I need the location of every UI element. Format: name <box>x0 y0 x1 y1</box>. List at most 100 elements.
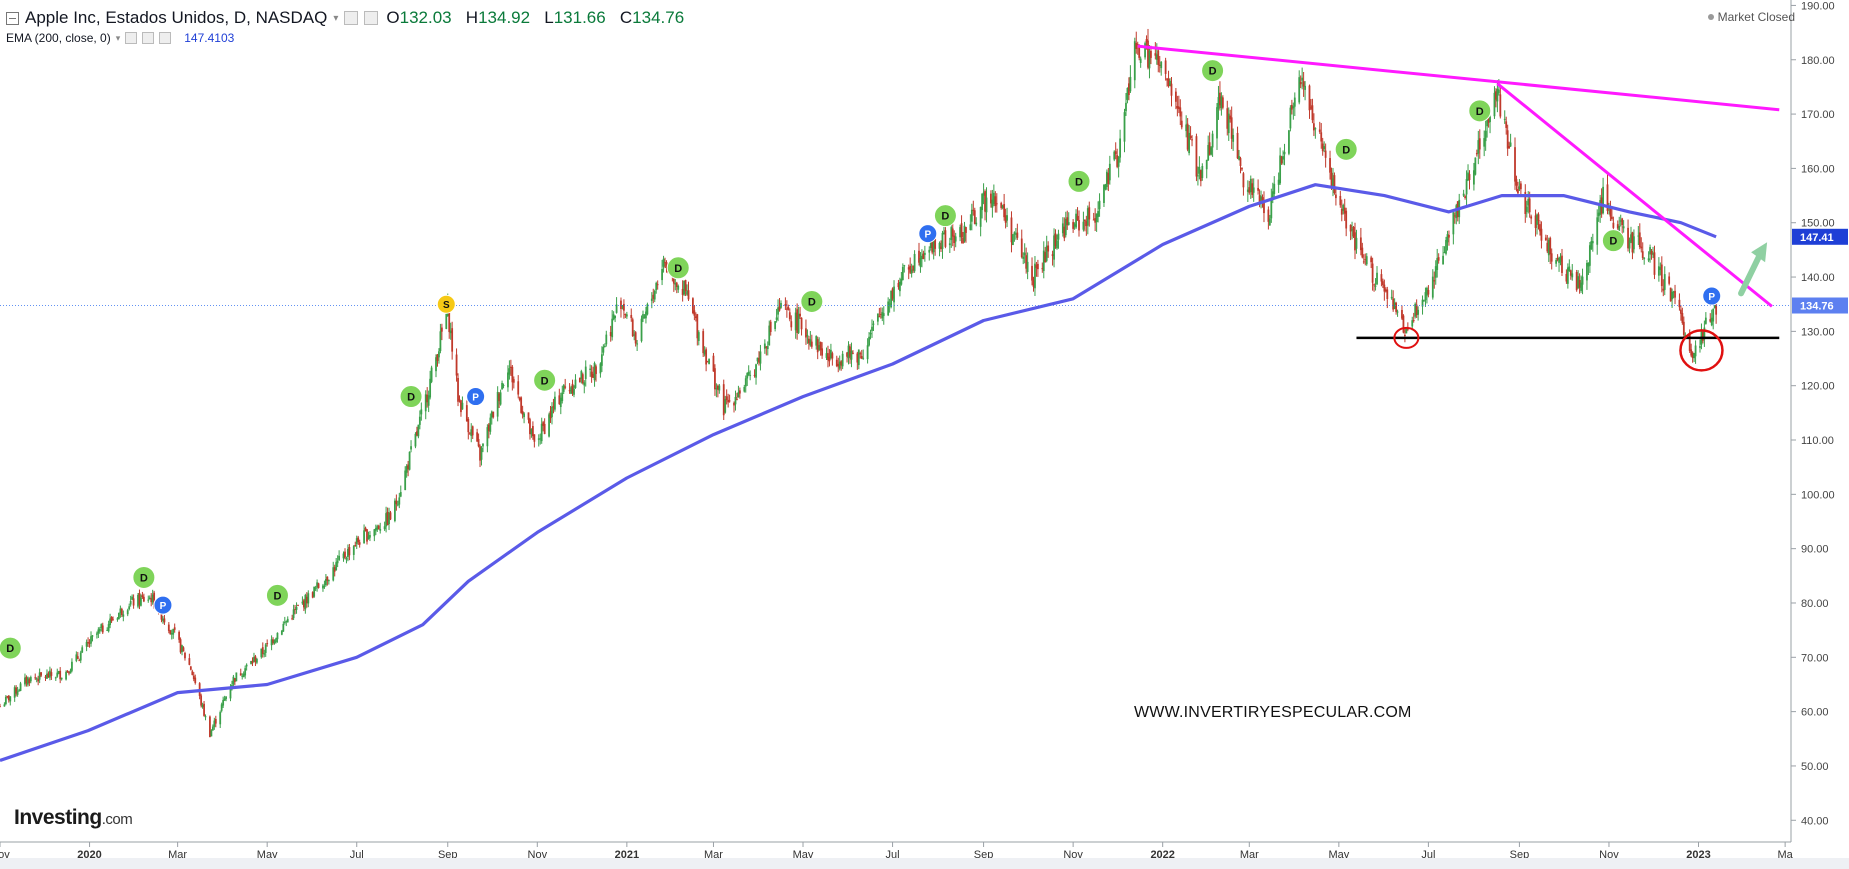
collapse-icon[interactable] <box>6 11 19 25</box>
candle-body <box>600 354 603 366</box>
dividend-marker[interactable] <box>0 636 22 660</box>
chevron-down-icon[interactable]: ▾ <box>115 32 121 43</box>
candle-body <box>81 647 84 653</box>
dividend-marker[interactable] <box>666 256 690 280</box>
candle-body <box>1559 256 1562 262</box>
indicator-label[interactable]: EMA (200, close, 0) <box>6 31 111 45</box>
dividend-marker[interactable] <box>1067 169 1091 193</box>
logo-main: Investing <box>14 806 102 829</box>
candle-body <box>1437 257 1440 261</box>
dividend-marker[interactable] <box>533 368 557 392</box>
candle-body <box>225 696 227 699</box>
candle-body <box>13 687 16 698</box>
candle-body <box>581 374 584 384</box>
candle-body <box>1452 212 1455 235</box>
price-tag-marker[interactable] <box>1702 286 1722 306</box>
candle-body <box>470 429 473 437</box>
dividend-marker[interactable] <box>1601 229 1625 253</box>
price-tag-marker-label: P <box>472 393 479 404</box>
candle-body <box>774 321 777 329</box>
close-icon[interactable] <box>159 32 172 44</box>
highlight-circle[interactable] <box>1393 326 1420 349</box>
price-tick-label: 120.00 <box>1801 381 1835 393</box>
symbol-title[interactable]: Apple Inc, Estados Unidos, D, NASDAQ <box>25 8 328 27</box>
candle-body <box>879 314 882 316</box>
candle-body <box>169 630 172 635</box>
candle-body <box>1217 97 1220 109</box>
candle-body <box>733 402 735 406</box>
candle-body <box>1201 166 1204 178</box>
dividend-marker[interactable] <box>933 204 957 228</box>
candle-body <box>1113 151 1116 160</box>
candle-body <box>449 330 452 334</box>
candle-body <box>1160 61 1163 69</box>
dividend-marker[interactable] <box>1334 137 1358 161</box>
candle-body <box>1370 257 1373 263</box>
candle-body <box>1414 303 1417 317</box>
candle-body <box>395 500 398 505</box>
candle-body <box>1505 121 1508 128</box>
candle-body <box>540 423 543 442</box>
dividend-marker[interactable] <box>399 385 423 409</box>
settings-icon[interactable] <box>125 32 138 44</box>
eye-icon[interactable] <box>142 32 155 44</box>
candle-body <box>1640 246 1643 249</box>
candle-body <box>1310 107 1312 109</box>
candle-body <box>1321 143 1324 152</box>
candle-body <box>1633 236 1635 250</box>
candle-body <box>1003 204 1006 218</box>
candle-body <box>184 652 186 659</box>
candle-body <box>1423 300 1425 302</box>
candle-body <box>119 608 122 613</box>
price-tag-marker[interactable] <box>153 595 173 615</box>
candle-body <box>1433 280 1436 282</box>
candle-body <box>1503 118 1506 120</box>
candle-body <box>551 406 553 418</box>
dividend-marker[interactable] <box>1201 59 1225 83</box>
candle-body <box>465 405 468 422</box>
downtrend-trendline[interactable] <box>1496 82 1773 308</box>
candle-body <box>211 726 214 731</box>
candle-body <box>65 671 67 680</box>
dividend-marker[interactable] <box>265 583 289 607</box>
candle-body <box>1157 50 1160 65</box>
candle-body <box>323 586 326 588</box>
split-marker[interactable] <box>436 294 456 314</box>
candle-body <box>335 562 338 571</box>
candle-body <box>489 417 492 432</box>
candle-body <box>1169 80 1171 87</box>
candle-body <box>1129 76 1132 92</box>
candle-body <box>142 596 145 602</box>
candle-body <box>778 306 781 311</box>
price-tag-marker[interactable] <box>918 224 938 244</box>
eye-icon[interactable] <box>364 11 379 25</box>
ema-200-line[interactable] <box>0 183 1717 763</box>
candle-body <box>1627 227 1629 249</box>
highlight-circle[interactable] <box>1679 329 1724 372</box>
dividend-marker[interactable] <box>132 565 156 589</box>
price-tick-label: 50.00 <box>1801 761 1829 773</box>
candle-body <box>655 282 658 291</box>
resistance-trendline[interactable] <box>1137 44 1780 112</box>
candle-body <box>189 666 192 670</box>
price-tag-marker[interactable] <box>466 387 486 407</box>
candle-body <box>482 443 484 447</box>
dividend-marker[interactable] <box>800 289 824 313</box>
candle-body <box>1402 315 1405 333</box>
candle-body <box>881 312 884 319</box>
candle-body <box>1448 234 1450 238</box>
chevron-down-icon[interactable]: ▾ <box>333 12 339 24</box>
candle-body <box>286 618 289 623</box>
dividend-marker[interactable] <box>1468 99 1492 123</box>
candle-body <box>1487 113 1490 123</box>
candle-body <box>990 193 992 204</box>
candle-body <box>1270 199 1273 219</box>
candle-body <box>1509 142 1512 147</box>
candle-body <box>1301 77 1304 81</box>
candle-body <box>1257 187 1260 191</box>
candle-body <box>1709 319 1712 322</box>
candle-body <box>521 411 524 415</box>
settings-icon[interactable] <box>344 11 359 25</box>
candle-body <box>1691 352 1694 359</box>
